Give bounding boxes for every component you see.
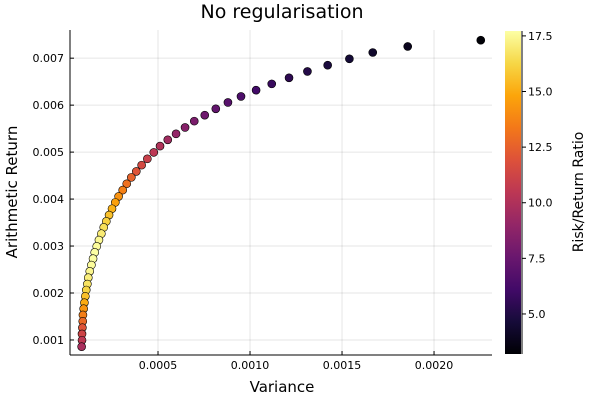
data-point [323, 60, 332, 70]
data-point [122, 179, 132, 189]
colorbar-label: Risk/Return Ratio [571, 132, 587, 253]
data-point [267, 79, 277, 89]
data-point [137, 160, 146, 170]
data-point [77, 342, 86, 351]
data-point [284, 73, 294, 83]
x-tick-label: 0.0015 [323, 359, 362, 372]
y-tick-label: 0.003 [33, 240, 65, 253]
data-point [251, 85, 261, 95]
data-point [118, 185, 127, 195]
data-point [403, 42, 413, 51]
data-point [236, 92, 246, 101]
data-point [345, 54, 354, 64]
data-point [171, 129, 181, 139]
y-tick-label: 0.004 [33, 193, 65, 206]
chart-title: No regularisation [200, 1, 363, 23]
y-tick-label: 0.001 [33, 334, 65, 347]
y-tick-label: 0.006 [33, 99, 65, 112]
data-point [211, 104, 221, 114]
colorbar [505, 31, 521, 354]
colorbar-ticks: 5.0 7.5 10.0 12.5 15.0 17.5 [522, 30, 553, 321]
y-tick-label: 0.002 [33, 287, 65, 300]
data-point [476, 35, 486, 45]
colorbar-tick-label: 5.0 [528, 308, 546, 321]
data-point [155, 141, 165, 151]
data-point [180, 123, 190, 132]
x-tick-label: 0.0020 [415, 359, 454, 372]
data-point [143, 154, 152, 164]
y-axis-label: Arithmetic Return [3, 126, 21, 259]
data-point [303, 67, 312, 76]
data-point [132, 167, 141, 176]
colorbar-tick-label: 17.5 [528, 30, 553, 43]
y-tick-label: 0.005 [33, 146, 65, 159]
data-point [189, 116, 199, 126]
y-tick-label: 0.007 [33, 52, 65, 65]
x-ticks: 0.0005 0.0010 0.0015 0.0020 [139, 351, 454, 372]
colorbar-tick-label: 7.5 [528, 252, 546, 265]
colorbar-tick-label: 15.0 [528, 86, 553, 99]
data-point [149, 148, 159, 157]
data-point [200, 110, 210, 120]
data-point [223, 98, 233, 107]
x-tick-label: 0.0010 [231, 359, 270, 372]
x-tick-label: 0.0005 [139, 359, 178, 372]
points [77, 35, 486, 351]
data-point [163, 135, 173, 145]
data-point [368, 48, 378, 57]
colorbar-tick-label: 10.0 [528, 197, 553, 210]
x-axis-label: Variance [250, 378, 315, 396]
y-ticks: 0.001 0.002 0.003 0.004 0.005 0.006 0.007 [33, 52, 74, 347]
grid [70, 30, 492, 355]
colorbar-tick-label: 12.5 [528, 141, 553, 154]
data-point [127, 173, 136, 182]
